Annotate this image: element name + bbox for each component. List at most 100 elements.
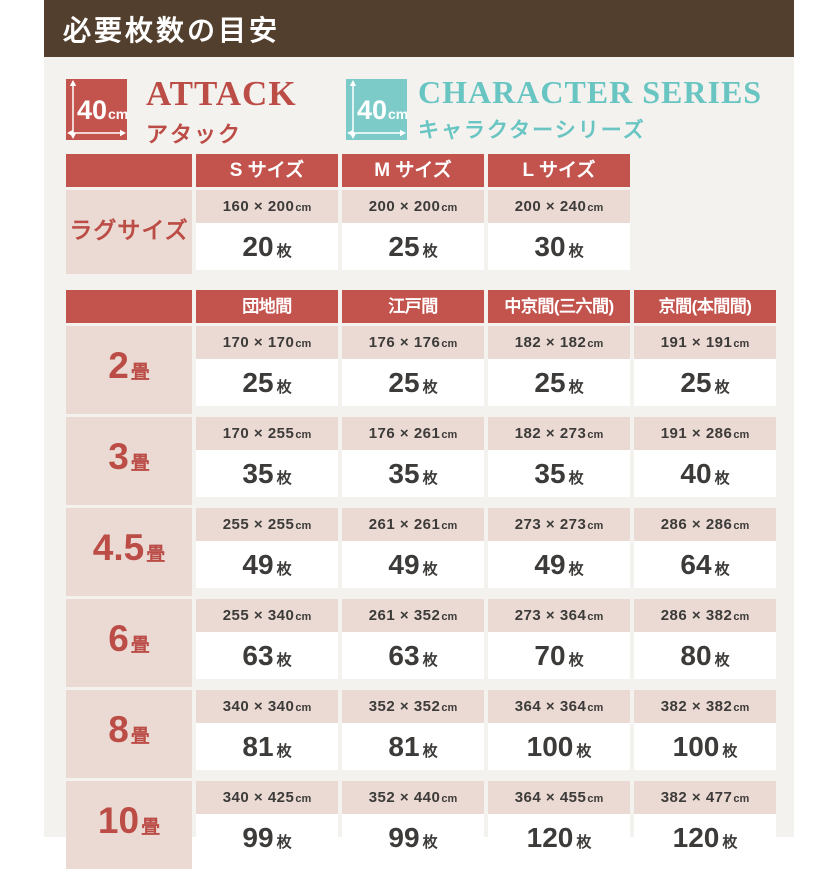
rug-table-header-row: S サイズ M サイズ L サイズ — [66, 154, 630, 187]
cell-size: 182 × 273cm — [488, 417, 630, 450]
count-unit: 枚 — [422, 243, 438, 260]
cell-size: 170 × 255cm — [196, 417, 338, 450]
cell-count: 40 枚 — [634, 450, 776, 497]
size-unit: cm — [733, 338, 750, 350]
size-value: 191 × 286 — [660, 425, 733, 442]
cell-size: 273 × 364cm — [488, 599, 630, 632]
size-unit: cm — [587, 520, 604, 532]
cell-size: 191 × 286cm — [634, 417, 776, 450]
cell-size: 364 × 455cm — [488, 781, 630, 814]
count-value: 49 — [534, 549, 566, 580]
count-value: 25 — [388, 231, 420, 262]
size-unit: cm — [295, 793, 312, 805]
data-column: 255 × 340cm 63 枚 — [196, 599, 338, 687]
cell-count: 30 枚 — [488, 223, 630, 270]
count-unit: 枚 — [276, 379, 292, 396]
count-value: 120 — [526, 822, 574, 853]
row-label-unit: 畳 — [130, 726, 150, 747]
count-unit: 枚 — [722, 743, 738, 760]
tatami-header-edoma: 江戸間 — [342, 290, 484, 323]
row-label-unit: 畳 — [141, 817, 161, 838]
cell-count: 49 枚 — [342, 541, 484, 588]
size-value: 352 × 440 — [368, 789, 441, 806]
cell-count: 20 枚 — [196, 223, 338, 270]
size-value: 382 × 382 — [660, 698, 733, 715]
count-unit: 枚 — [714, 652, 730, 669]
count-value: 99 — [388, 822, 420, 853]
cell-count: 49 枚 — [196, 541, 338, 588]
size-unit: cm — [441, 793, 458, 805]
count-value: 20 — [242, 231, 274, 262]
cell-count: 25 枚 — [488, 359, 630, 406]
size-value: 382 × 477 — [660, 789, 733, 806]
count-value: 100 — [672, 731, 720, 762]
size-value: 286 × 286 — [660, 516, 733, 533]
cell-size: 382 × 382cm — [634, 690, 776, 723]
row-label-tatami: 4.5 畳 — [66, 508, 192, 596]
table-row: 6 畳 255 × 340cm 63 枚 261 × 352cm 63 枚 273 × 364c… — [66, 599, 776, 687]
size-value: 182 × 182 — [514, 334, 587, 351]
count-value: 63 — [242, 640, 274, 671]
cell-count: 100 枚 — [634, 723, 776, 770]
rug-table-body: ラグサイズ 160 × 200cm 20 枚 200 × 200cm 25 枚 200 × 2… — [66, 190, 630, 274]
size-unit: cm — [295, 520, 312, 532]
count-unit: 枚 — [276, 561, 292, 578]
size-value: 273 × 273 — [514, 516, 587, 533]
attack-product-label: ATTACK アタック — [146, 75, 297, 149]
count-value: 25 — [388, 367, 420, 398]
cell-size: 286 × 286cm — [634, 508, 776, 541]
page-title: 必要枚数の目安 — [63, 14, 281, 46]
character-name-ja: キャラクターシリーズ — [418, 118, 646, 142]
size-value: 352 × 352 — [368, 698, 441, 715]
count-unit: 枚 — [276, 652, 292, 669]
count-unit: 枚 — [576, 743, 592, 760]
character-name-en: CHARACTER SERIES — [418, 74, 763, 110]
count-unit: 枚 — [714, 470, 730, 487]
cell-size: 191 × 191cm — [634, 326, 776, 359]
size-value: 200 × 240 — [514, 198, 587, 215]
size-unit: cm — [441, 520, 458, 532]
size-unit: cm — [295, 702, 312, 714]
table-row: 8 畳 340 × 340cm 81 枚 352 × 352cm 81 枚 364 × 364c… — [66, 690, 776, 778]
size-value: 255 × 340 — [222, 607, 295, 624]
size-unit: cm — [587, 793, 604, 805]
cell-size: 273 × 273cm — [488, 508, 630, 541]
count-value: 80 — [680, 640, 712, 671]
row-label-number: 6 — [108, 618, 129, 659]
data-column: 340 × 340cm 81 枚 — [196, 690, 338, 778]
rug-header-blank-cell — [66, 154, 192, 187]
size-value: 170 × 255 — [222, 425, 295, 442]
data-column: 176 × 176cm 25 枚 — [342, 326, 484, 414]
count-value: 81 — [242, 731, 274, 762]
count-value: 70 — [534, 640, 566, 671]
cell-size: 352 × 352cm — [342, 690, 484, 723]
count-unit: 枚 — [276, 470, 292, 487]
count-unit: 枚 — [422, 561, 438, 578]
count-unit: 枚 — [422, 470, 438, 487]
tatami-size-table: 団地間 江戸間 中京間(三六間) 京間(本間間) 2 畳 170 × 170cm 25… — [66, 290, 776, 872]
cell-count: 120 枚 — [488, 814, 630, 861]
rug-header-l-size: L サイズ — [488, 154, 630, 187]
table-row: 3 畳 170 × 255cm 35 枚 176 × 261cm 35 枚 182 × 273c… — [66, 417, 776, 505]
count-value: 100 — [526, 731, 574, 762]
cell-size: 182 × 182cm — [488, 326, 630, 359]
row-label-number: 10 — [97, 800, 140, 841]
data-column: 352 × 352cm 81 枚 — [342, 690, 484, 778]
data-column: 255 × 255cm 49 枚 — [196, 508, 338, 596]
data-column: 160 × 200cm 20 枚 — [196, 190, 338, 274]
row-label-unit: 畳 — [146, 544, 166, 565]
row-label-number: 8 — [108, 709, 129, 750]
size-unit: cm — [441, 202, 458, 214]
size-unit: cm — [587, 338, 604, 350]
data-column: 170 × 170cm 25 枚 — [196, 326, 338, 414]
count-value: 25 — [534, 367, 566, 398]
data-column: 364 × 455cm 120 枚 — [488, 781, 630, 869]
tatami-header-kyoma: 京間(本間間) — [634, 290, 776, 323]
count-value: 35 — [388, 458, 420, 489]
data-column: 170 × 255cm 35 枚 — [196, 417, 338, 505]
size-value: 200 × 200 — [368, 198, 441, 215]
badge-size-value: 40 — [77, 95, 107, 125]
table-row: 10 畳 340 × 425cm 99 枚 352 × 440cm 99 枚 364 × 455… — [66, 781, 776, 869]
size-unit: cm — [295, 429, 312, 441]
